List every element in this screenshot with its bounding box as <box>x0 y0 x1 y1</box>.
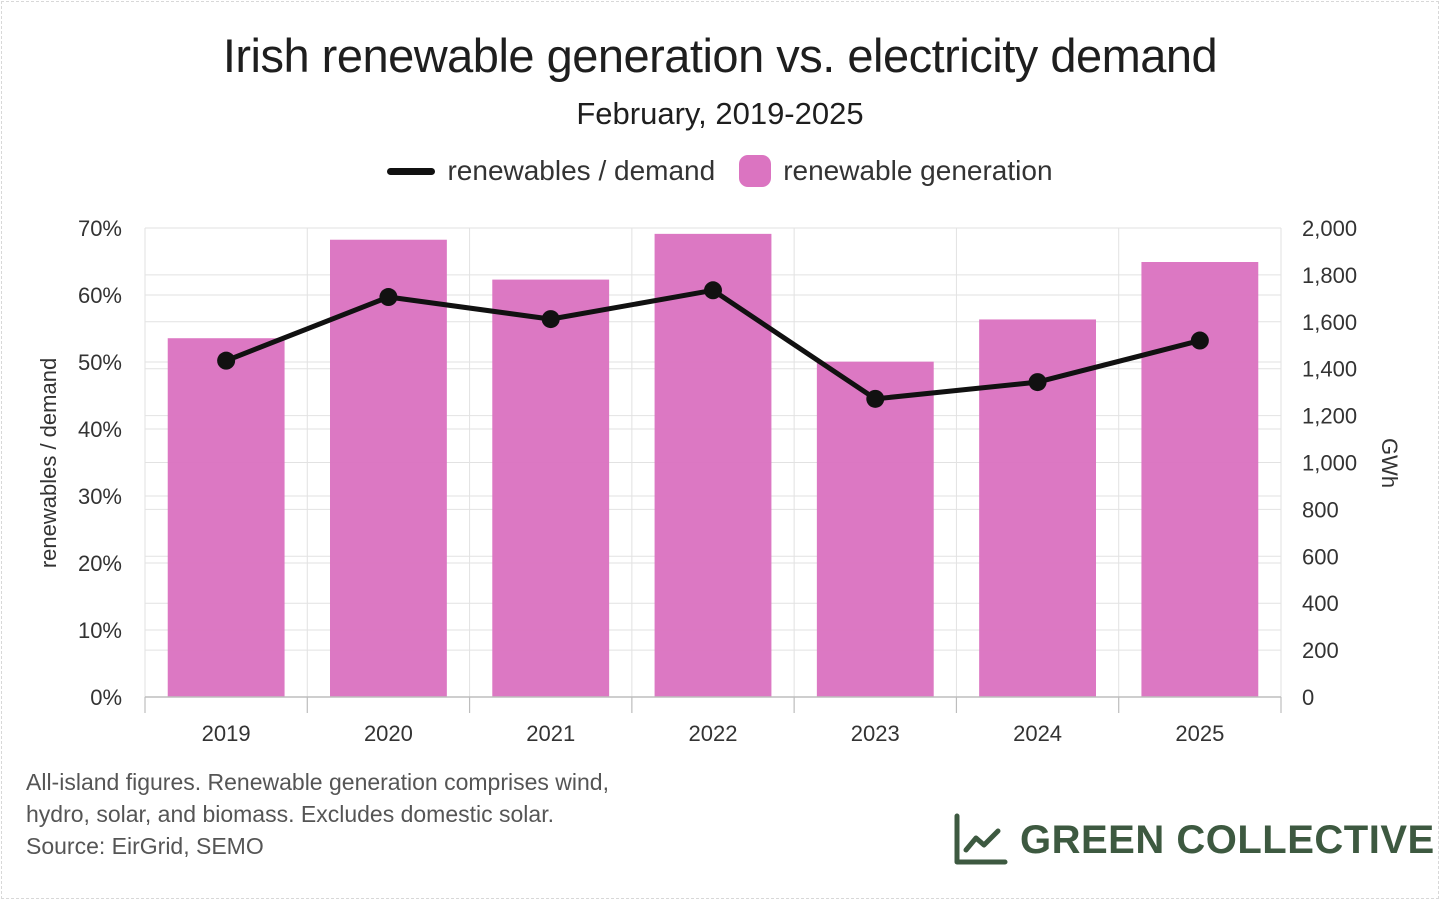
y-right-tick-label: 1,600 <box>1302 310 1357 335</box>
legend-bar-swatch <box>739 155 772 187</box>
y-right-tick-label: 600 <box>1302 544 1339 569</box>
x-tick-label: 2021 <box>526 721 575 746</box>
x-tick-label: 2020 <box>364 721 413 746</box>
y-left-tick-label: 60% <box>78 283 122 308</box>
y-right-tick-label: 800 <box>1302 497 1339 522</box>
line-point-renewables-demand <box>217 351 236 370</box>
footnote-line-1: All-island figures. Renewable generation… <box>26 769 609 795</box>
y-right-tick-label: 1,800 <box>1302 263 1357 288</box>
x-tick-label: 2019 <box>202 721 251 746</box>
line-point-renewables-demand <box>541 310 560 329</box>
line-point-renewables-demand <box>704 281 722 300</box>
legend-label-generation: renewable generation <box>783 155 1053 186</box>
y-right-tick-label: 200 <box>1302 638 1339 663</box>
y-left-tick-label: 40% <box>78 417 122 442</box>
line-point-renewables-demand <box>1190 331 1209 350</box>
y-right-tick-label: 1,400 <box>1302 357 1357 382</box>
y-right-tick-label: 2,000 <box>1302 216 1357 241</box>
y-right-tick-label: 1,000 <box>1302 451 1357 476</box>
y-left-tick-label: 0% <box>90 685 122 710</box>
y-left-tick-label: 50% <box>78 350 122 375</box>
bar-renewable-generation <box>330 239 447 697</box>
bar-renewable-generation <box>654 233 772 698</box>
y-left-tick-label: 10% <box>78 618 122 643</box>
chart-footnote: All-island figures. Renewable generation… <box>26 766 609 862</box>
line-point-renewables-demand <box>379 288 398 307</box>
line-point-renewables-demand <box>1028 373 1047 392</box>
bar-renewable-generation <box>1141 262 1259 697</box>
x-tick-label: 2025 <box>1175 721 1224 746</box>
footnote-line-2: hydro, solar, and biomass. Excludes dome… <box>26 801 554 827</box>
line-chart-icon <box>954 813 1008 865</box>
y-right-axis-title: GWh <box>1377 438 1402 488</box>
legend-item-generation: renewable generation <box>739 155 1053 187</box>
bar-renewable-generation <box>492 279 610 697</box>
bar-renewable-generation <box>167 338 285 697</box>
y-right-tick-label: 0 <box>1302 685 1314 710</box>
legend-label-ratio: renewables / demand <box>447 155 716 186</box>
chart-title: Irish renewable generation vs. electrici… <box>222 29 1218 82</box>
y-left-axis-title: renewables / demand <box>36 358 61 568</box>
x-tick-label: 2024 <box>1013 721 1062 746</box>
x-tick-label: 2023 <box>851 721 900 746</box>
brand-name: GREEN COLLECTIVE <box>1020 817 1435 862</box>
y-left-tick-label: 20% <box>78 551 122 576</box>
footnote-source: Source: EirGrid, SEMO <box>26 833 264 859</box>
y-right-tick-label: 400 <box>1302 591 1339 616</box>
line-point-renewables-demand <box>866 389 885 408</box>
y-left-tick-label: 70% <box>78 216 122 241</box>
x-tick-label: 2022 <box>689 721 738 746</box>
legend-line-swatch <box>387 167 436 175</box>
legend-item-ratio: renewables / demand <box>387 155 715 187</box>
brand-logo: GREEN COLLECTIVE <box>952 812 1435 868</box>
chart-legend: renewables / demand renewable generation <box>0 155 1440 187</box>
y-left-tick-label: 30% <box>78 484 122 509</box>
chart-subtitle: February, 2019-2025 <box>576 96 864 131</box>
bar-renewable-generation <box>816 361 934 697</box>
y-right-tick-label: 1,200 <box>1302 404 1357 429</box>
